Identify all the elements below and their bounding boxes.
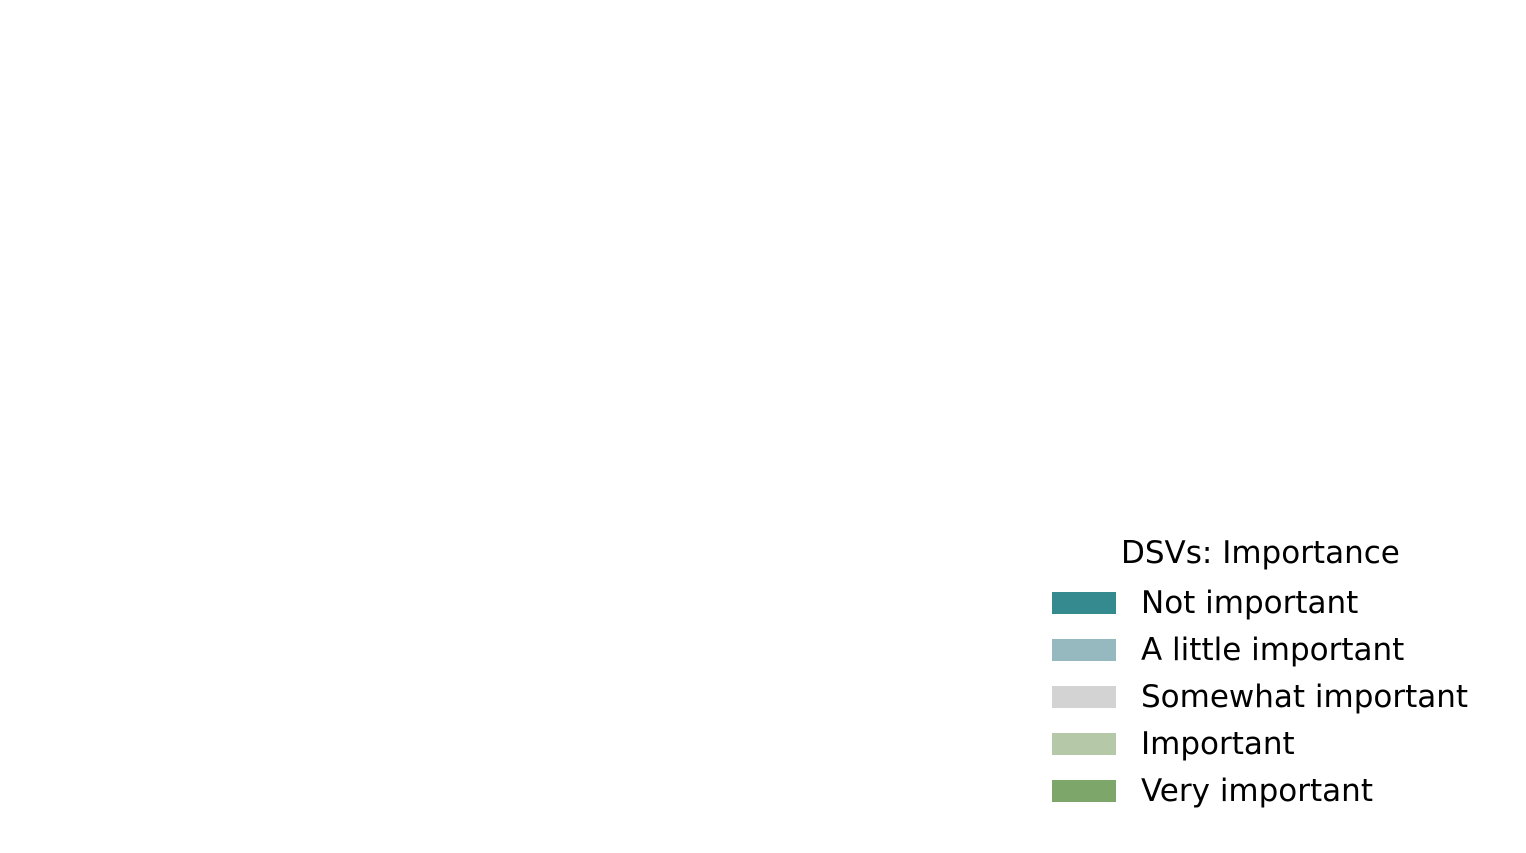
legend-list: Not important A little important Somewhat … bbox=[1052, 579, 1492, 814]
legend-swatch bbox=[1052, 685, 1116, 708]
legend-item: A little important bbox=[1052, 626, 1492, 673]
legend-item: Not important bbox=[1052, 579, 1492, 626]
legend-item: Somewhat important bbox=[1052, 673, 1492, 720]
legend-label: Important bbox=[1141, 725, 1295, 762]
legend-label: A little important bbox=[1141, 631, 1405, 668]
legend-label: Somewhat important bbox=[1141, 678, 1469, 715]
legend-swatch bbox=[1052, 732, 1116, 755]
legend-swatch bbox=[1052, 779, 1116, 802]
legend-swatch bbox=[1052, 638, 1116, 661]
legend-item: Important bbox=[1052, 720, 1492, 767]
legend-label: Very important bbox=[1141, 772, 1373, 809]
legend-item: Very important bbox=[1052, 767, 1492, 814]
chart-legend: DSVs: Importance Not important A little i… bbox=[1052, 534, 1492, 814]
legend-title: DSVs: Importance bbox=[1121, 535, 1400, 571]
legend-swatch bbox=[1052, 591, 1116, 614]
legend-label: Not important bbox=[1141, 584, 1359, 621]
